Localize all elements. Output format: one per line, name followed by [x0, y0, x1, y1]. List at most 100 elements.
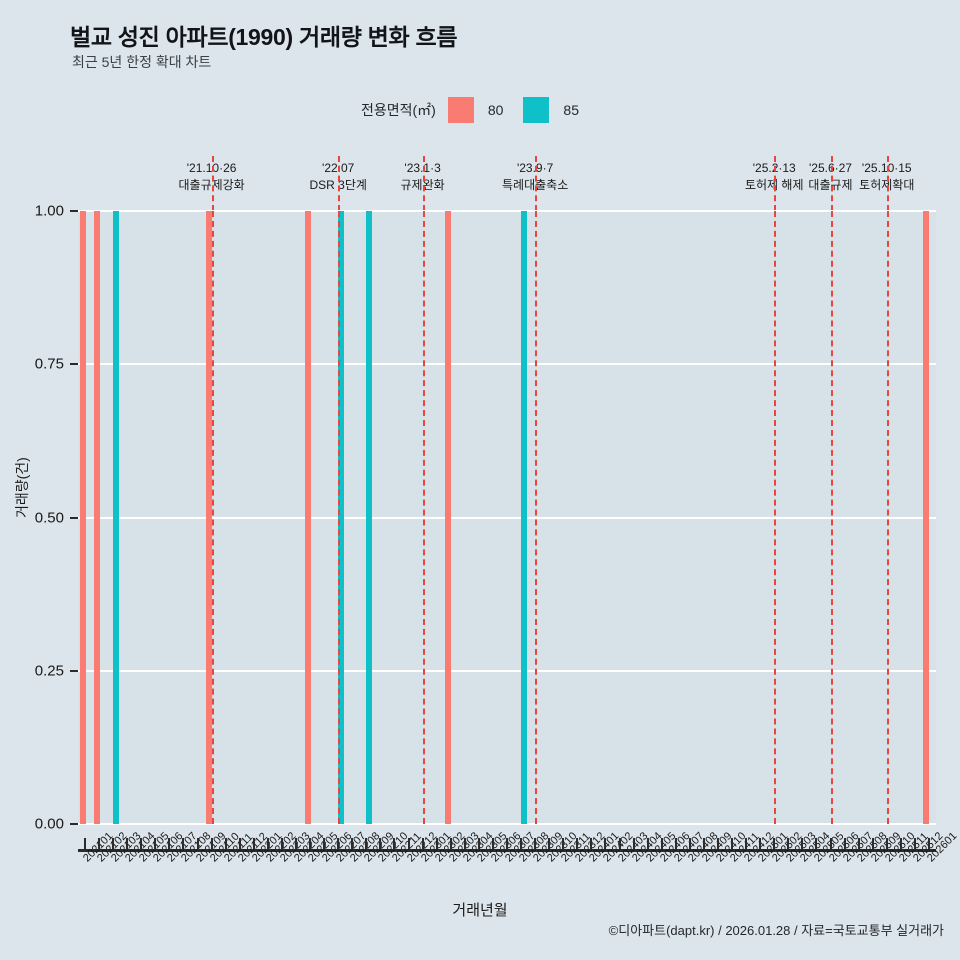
y-tick-mark: [70, 210, 78, 212]
x-tick-mark: [477, 838, 480, 849]
x-tick-mark: [674, 838, 677, 849]
x-tick-mark: [140, 838, 143, 849]
x-tick-mark: [224, 838, 227, 849]
x-tick-mark: [534, 838, 537, 849]
annotation-stub-202502: [774, 156, 777, 211]
x-tick-mark: [407, 838, 410, 849]
plot-area: [78, 210, 936, 825]
bar-80-202101[interactable]: [79, 211, 86, 824]
x-tick-mark: [604, 838, 607, 849]
x-tick-mark: [309, 838, 312, 849]
x-tick-mark: [576, 838, 579, 849]
legend-swatch-85: [523, 97, 550, 123]
grid-line: [78, 516, 936, 519]
grid-line: [78, 363, 936, 366]
annotation-stub-202207: [338, 156, 341, 211]
x-tick-mark: [168, 838, 171, 849]
x-tick-mark: [393, 838, 396, 849]
y-tick-mark: [70, 516, 78, 519]
grid-line: [78, 823, 936, 825]
x-tick-mark: [913, 838, 916, 849]
x-tick-mark: [646, 838, 649, 849]
x-tick-mark: [787, 838, 790, 849]
x-tick-mark: [801, 838, 804, 849]
bar-80-202102[interactable]: [93, 211, 100, 824]
bar-80-202303[interactable]: [445, 211, 452, 824]
x-tick-mark: [562, 838, 565, 849]
x-tick-mark: [112, 838, 115, 849]
x-tick-mark: [196, 838, 199, 849]
chart-subtitle: 최근 5년 한정 확대 차트: [72, 54, 212, 70]
x-tick-mark: [365, 838, 368, 849]
x-tick-mark: [351, 838, 354, 849]
x-tick-mark: [295, 838, 298, 849]
legend-title: 전용면적(㎡): [360, 102, 436, 118]
bar-85-202209[interactable]: [365, 211, 372, 824]
x-tick-mark: [632, 838, 635, 849]
legend-swatch-80: [447, 97, 474, 123]
y-tick-mark: [70, 669, 78, 672]
x-tick-mark: [871, 838, 874, 849]
y-tick-label: 1.00: [34, 202, 64, 220]
x-tick-mark: [702, 838, 705, 849]
annotation-stub-202301: [422, 156, 425, 211]
y-tick-mark: [70, 823, 78, 825]
x-tick-mark: [84, 838, 87, 849]
x-tick-mark: [885, 838, 888, 849]
x-tick-mark: [463, 838, 466, 849]
x-tick-mark: [238, 838, 241, 849]
x-tick-mark: [182, 838, 185, 849]
x-tick-mark: [323, 838, 326, 849]
y-tick-label: 0.75: [34, 355, 64, 373]
x-tick-mark: [98, 838, 101, 849]
annotation-date: '23.9·7: [516, 161, 554, 175]
annotation-stub-202506: [830, 156, 833, 211]
legend-label-80: 80: [487, 102, 504, 118]
x-tick-mark: [731, 838, 734, 849]
legend-entry-85[interactable]: 85: [523, 97, 579, 123]
y-tick-label: 0.25: [34, 662, 64, 680]
x-tick-mark: [210, 838, 213, 849]
bar-80-202601[interactable]: [923, 211, 930, 824]
x-tick-mark: [688, 838, 691, 849]
y-axis: 0.00 0.25 0.50 0.75 1.00: [0, 203, 78, 833]
annotation-stub-202110: [211, 156, 214, 211]
y-tick-mark: [70, 363, 78, 366]
bar-80-202205[interactable]: [304, 211, 311, 824]
annotation-date: '21.10·26: [186, 161, 237, 175]
x-tick-mark: [618, 838, 621, 849]
bar-85-202103[interactable]: [112, 211, 119, 824]
legend-label-85: 85: [563, 102, 579, 118]
x-tick-mark: [506, 838, 508, 849]
event-line-202309: [535, 211, 538, 824]
annotation-stub-202510: [886, 156, 889, 211]
x-tick-mark: [815, 838, 818, 849]
x-tick-mark: [126, 838, 129, 849]
bar-80-202110[interactable]: [206, 211, 213, 824]
bar-85-202207[interactable]: [337, 211, 344, 824]
x-tick-mark: [716, 838, 719, 849]
bar-85-202308[interactable]: [520, 211, 527, 824]
x-tick-mark: [520, 838, 523, 849]
x-tick-mark: [491, 838, 494, 849]
x-tick-mark: [927, 838, 930, 849]
y-tick-label: 0.00: [34, 815, 64, 833]
legend-entry-80[interactable]: 80: [447, 97, 504, 123]
x-tick-mark: [548, 838, 551, 849]
x-tick-mark: [759, 838, 762, 849]
annotation-date: '22.07: [322, 161, 355, 175]
event-line-202510: [886, 211, 889, 824]
x-tick-mark: [337, 838, 340, 849]
annotation-date: '25.6·27: [808, 161, 852, 175]
x-tick-mark: [266, 838, 269, 849]
x-tick-mark: [843, 838, 846, 849]
x-tick-mark: [252, 838, 255, 849]
x-tick-mark: [449, 838, 452, 849]
y-axis-title: 거래량(건): [14, 457, 30, 518]
event-line-202502: [774, 211, 777, 824]
x-tick-mark: [280, 838, 283, 849]
x-axis-line: [78, 849, 936, 852]
x-tick-mark: [435, 838, 438, 849]
y-tick-label: 0.50: [34, 509, 64, 526]
chart-legend: 전용면적(㎡) 80 85: [0, 97, 960, 123]
